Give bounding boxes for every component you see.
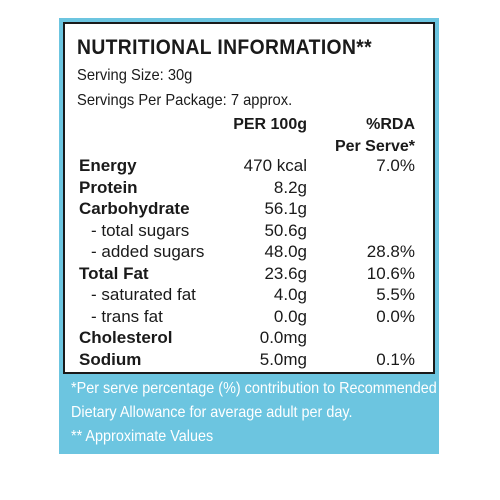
nutrient-name: Cholesterol bbox=[79, 328, 173, 347]
nutrient-per100: 56.1g bbox=[264, 199, 307, 218]
nutrient-row-total-sugars: - total sugars 50.6g bbox=[65, 221, 433, 243]
nutrient-row-total-fat: Total Fat 23.6g 10.6% bbox=[65, 264, 433, 286]
nutrient-per100: 8.2g bbox=[273, 177, 307, 197]
nutrient-per100: 5.0mg bbox=[259, 349, 307, 369]
nutrient-row-added-sugars: - added sugars 48.0g 28.8% bbox=[65, 242, 433, 264]
nutrition-label: NUTRITIONAL INFORMATION** Serving Size: … bbox=[59, 18, 439, 454]
nutrient-rda: 10.6% bbox=[366, 263, 415, 283]
nutrient-table: Energy 470 kcal 7.0% Protein 8.2g Carboh… bbox=[65, 156, 433, 371]
nutrient-name: Protein bbox=[79, 177, 138, 197]
nutrient-per100: 0.0g bbox=[273, 306, 307, 326]
footnote-rda: *Per serve percentage (%) contribution t… bbox=[71, 380, 437, 397]
nutrient-rda: 28.8% bbox=[366, 242, 415, 261]
nutrient-row-saturated-fat: - saturated fat 4.0g 5.5% bbox=[65, 285, 433, 307]
column-header-rda: %RDA bbox=[366, 116, 415, 133]
nutrient-name: - total sugars bbox=[91, 220, 190, 240]
nutrient-name: Carbohydrate bbox=[79, 199, 190, 218]
nutrient-row-protein: Protein 8.2g bbox=[65, 178, 433, 200]
footnote-rda-cont: Dietary Allowance for average adult per … bbox=[71, 404, 353, 421]
nutrient-row-cholesterol: Cholesterol 0.0mg bbox=[65, 328, 433, 350]
nutrient-per100: 470 kcal bbox=[243, 156, 307, 175]
nutrient-name: - saturated fat bbox=[91, 285, 196, 304]
nutrient-rda: 7.0% bbox=[376, 156, 415, 175]
column-header-per-serve: Per Serve* bbox=[334, 138, 415, 155]
footnote-approximate: ** Approximate Values bbox=[71, 428, 214, 445]
serving-size: Serving Size: 30g bbox=[77, 67, 193, 84]
nutrient-name: Sodium bbox=[79, 349, 142, 369]
nutrient-per100: 48.0g bbox=[264, 242, 307, 261]
nutrient-row-carbohydrate: Carbohydrate 56.1g bbox=[65, 199, 433, 221]
nutrient-name: - added sugars bbox=[91, 242, 205, 261]
nutrient-rda: 0.0% bbox=[376, 306, 415, 326]
nutrient-per100: 0.0mg bbox=[259, 328, 307, 347]
nutrient-per100: 4.0g bbox=[273, 285, 307, 304]
nutrient-name: Energy bbox=[79, 156, 137, 175]
column-header-per-100g: PER 100g bbox=[233, 116, 307, 133]
nutrient-row-trans-fat: - trans fat 0.0g 0.0% bbox=[65, 307, 433, 329]
nutrient-rda: 5.5% bbox=[376, 285, 415, 304]
servings-per-package: Servings Per Package: 7 approx. bbox=[77, 92, 293, 109]
nutrient-row-sodium: Sodium 5.0mg 0.1% bbox=[65, 350, 433, 372]
nutrient-row-energy: Energy 470 kcal 7.0% bbox=[65, 156, 433, 178]
nutrient-per100: 23.6g bbox=[264, 263, 307, 283]
label-title: NUTRITIONAL INFORMATION** bbox=[77, 36, 373, 59]
nutrient-name: Total Fat bbox=[79, 263, 149, 283]
nutrition-panel: NUTRITIONAL INFORMATION** Serving Size: … bbox=[63, 22, 435, 374]
nutrient-name: - trans fat bbox=[91, 306, 163, 326]
nutrient-per100: 50.6g bbox=[264, 220, 307, 240]
nutrient-rda: 0.1% bbox=[376, 349, 415, 369]
